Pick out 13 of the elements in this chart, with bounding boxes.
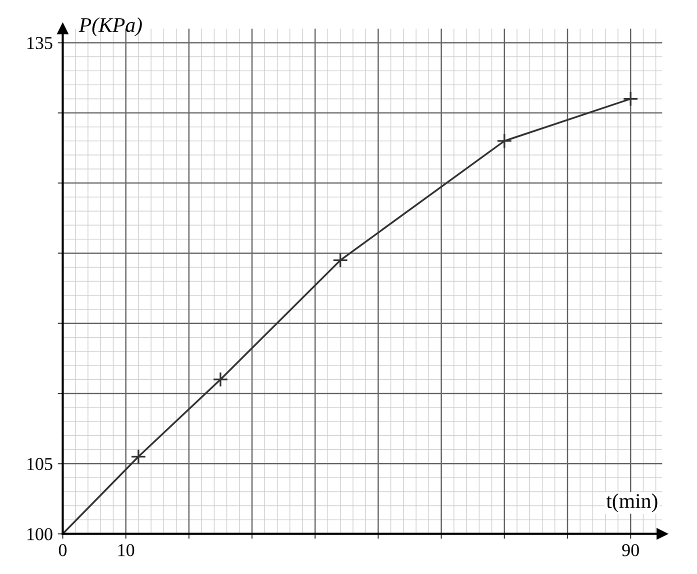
y-tick-label: 105 <box>28 458 52 470</box>
x-axis-title: t(min) <box>606 493 658 512</box>
x-tick-label: 0 <box>58 544 67 556</box>
point <box>496 133 512 149</box>
x-tick-label: 10 <box>118 544 134 556</box>
point <box>332 252 348 268</box>
y-axis-title: P(KPa) <box>78 17 142 36</box>
y-tick-label: 100 <box>28 528 52 540</box>
point <box>622 91 638 107</box>
x-tick-label: 90 <box>622 544 639 556</box>
y-tick-label: 135 <box>28 37 52 50</box>
point <box>130 448 146 464</box>
point <box>212 372 228 388</box>
